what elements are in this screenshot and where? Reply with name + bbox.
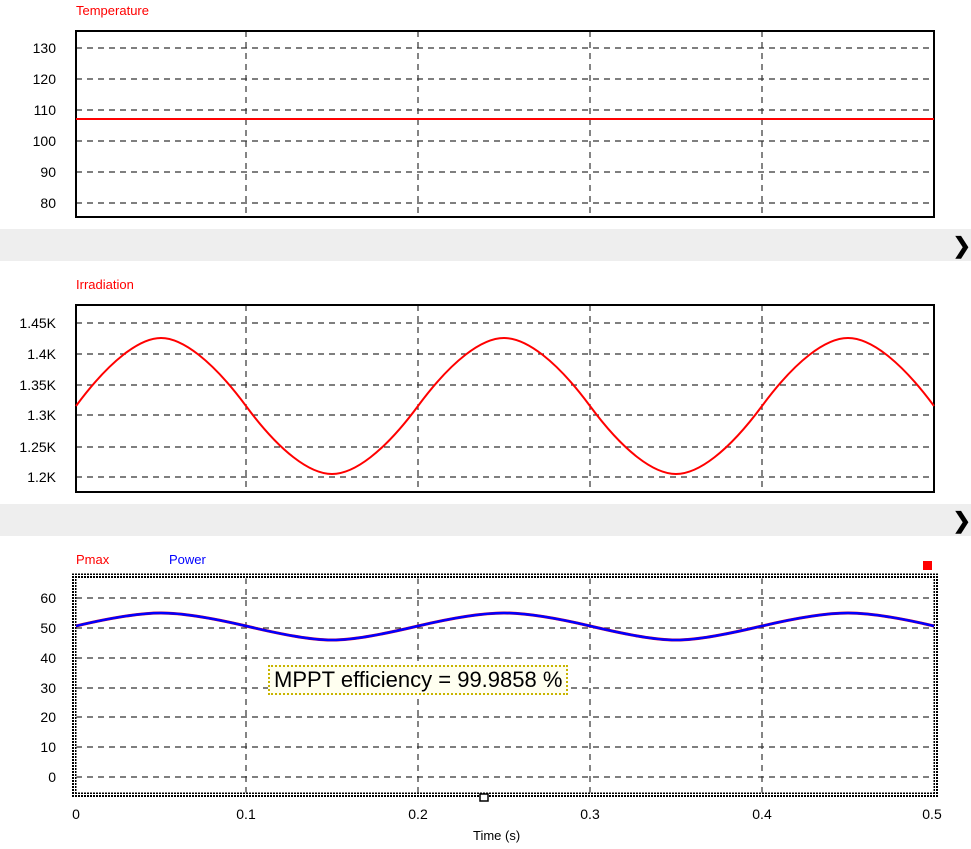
- y-tick: 90: [40, 164, 56, 180]
- power-series: [75, 611, 935, 642]
- temperature-title: Temperature: [76, 3, 149, 18]
- x-axis-label: Time (s): [473, 828, 521, 843]
- x-tick: 0.5: [922, 806, 942, 822]
- y-tick: 120: [32, 71, 56, 87]
- y-tick: 1.2K: [27, 469, 56, 485]
- y-tick: 0: [48, 769, 56, 785]
- x-tick: 0.3: [580, 806, 600, 822]
- x-tick: 0.1: [236, 806, 256, 822]
- x-tick: 0.2: [408, 806, 428, 822]
- y-tick: 80: [40, 195, 56, 211]
- y-tick: 100: [32, 133, 56, 149]
- chevron-right-icon[interactable]: ❯: [952, 233, 971, 258]
- y-tick: 130: [32, 40, 56, 56]
- y-tick: 40: [40, 650, 56, 666]
- y-tick: 10: [40, 739, 56, 755]
- irradiation-title: Irradiation: [76, 277, 134, 292]
- x-tick: 0.4: [752, 806, 772, 822]
- y-tick: 30: [40, 680, 56, 696]
- cursor-handle: [479, 793, 489, 802]
- irradiation-series: [75, 336, 935, 476]
- y-tick: 1.4K: [27, 346, 56, 362]
- y-tick: 20: [40, 709, 56, 725]
- y-tick: 1.3K: [27, 407, 56, 423]
- chevron-right-icon[interactable]: ❯: [952, 508, 971, 533]
- panel-scrollbar[interactable]: ❯: [0, 229, 971, 261]
- y-tick: 1.35K: [19, 377, 56, 393]
- legend-pmax: Pmax: [76, 552, 110, 567]
- y-tick: 110: [33, 102, 56, 118]
- legend-power: Power: [169, 552, 206, 567]
- y-tick: 1.25K: [19, 439, 56, 455]
- panel-scrollbar[interactable]: ❯: [0, 504, 971, 536]
- marker-square: [923, 561, 932, 570]
- x-tick: 0: [72, 806, 80, 822]
- mppt-efficiency-annotation: MPPT efficiency = 99.9858 %: [268, 665, 569, 695]
- y-tick: 1.45K: [19, 315, 56, 331]
- y-tick: 60: [40, 590, 56, 606]
- y-tick: 50: [40, 620, 56, 636]
